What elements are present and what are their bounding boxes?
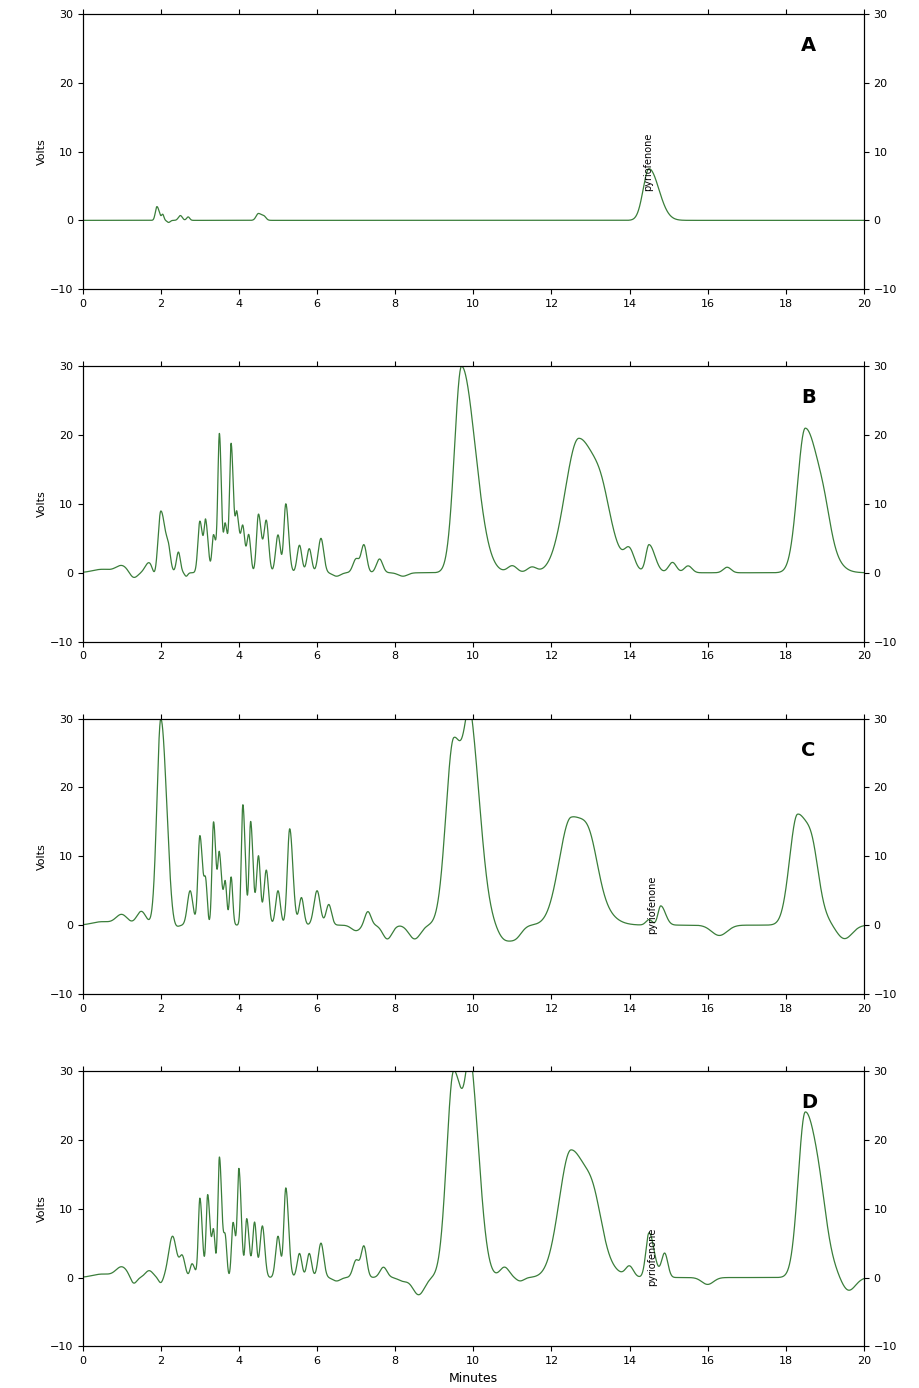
- Text: pyriofenone: pyriofenone: [643, 133, 652, 192]
- Y-axis label: Volts: Volts: [37, 1195, 47, 1221]
- Y-axis label: Volts: Volts: [37, 490, 47, 518]
- Text: D: D: [801, 1094, 818, 1112]
- Text: A: A: [801, 36, 816, 56]
- Text: C: C: [801, 741, 816, 759]
- Text: pyriofenone: pyriofenone: [647, 876, 657, 934]
- Text: pyriofenone: pyriofenone: [647, 1228, 657, 1287]
- X-axis label: Minutes: Minutes: [448, 1371, 498, 1385]
- Y-axis label: Volts: Volts: [37, 139, 47, 165]
- Text: B: B: [801, 389, 816, 407]
- Y-axis label: Volts: Volts: [37, 843, 47, 870]
